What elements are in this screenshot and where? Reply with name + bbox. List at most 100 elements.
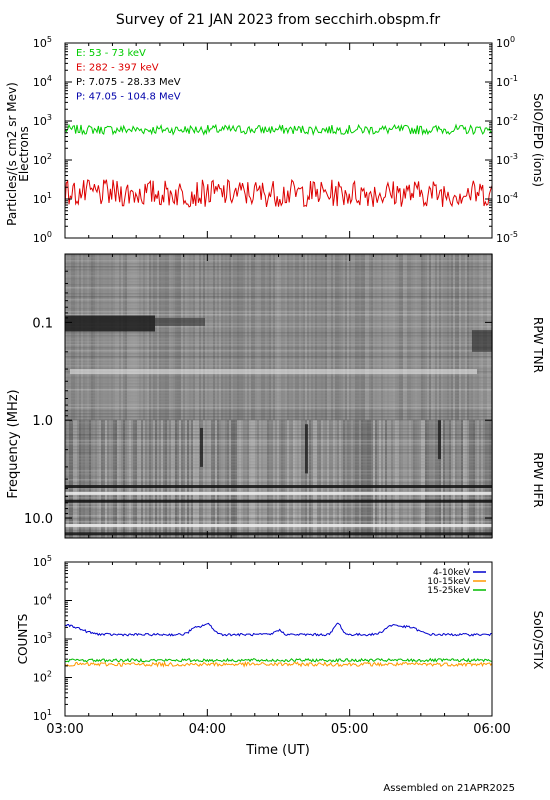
rpw-hfr-column — [423, 420, 425, 538]
rpw-hfr-column — [467, 420, 469, 538]
rpw-tnr-column — [395, 254, 397, 421]
rpw-hfr-column — [341, 420, 343, 538]
rpw-hfr-column — [249, 420, 251, 538]
rpw-tnr-column — [153, 254, 155, 421]
rpw-tnr-column — [239, 254, 241, 421]
rpw-hfr-column — [413, 420, 415, 538]
rpw-hfr-column — [195, 420, 197, 538]
rpw-row — [65, 521, 492, 523]
rpw-tnr-column — [107, 254, 109, 421]
rpw-hfr-column — [199, 420, 201, 538]
rpw-tnr-column — [333, 254, 335, 421]
rpw-tnr-column — [103, 254, 105, 421]
rpw-row — [65, 296, 492, 298]
rpw-tnr-column — [305, 254, 307, 421]
rpw-hfr-column — [355, 420, 357, 538]
rpw-tnr-column — [65, 254, 67, 421]
rpw-tnr-column — [143, 254, 145, 421]
rpw-tnr-column — [77, 254, 79, 421]
rpw-tnr-column — [349, 254, 351, 421]
rpw-hfr-column — [431, 420, 433, 538]
epd-ylabel-electrons: Electrons — [17, 126, 31, 181]
assembled-footer: Assembled on 21APR2025 — [383, 783, 515, 794]
rpw-row — [65, 314, 492, 316]
rpw-tnr-column — [427, 254, 429, 421]
rpw-hfr-column — [435, 420, 437, 538]
rpw-hfr-column — [191, 420, 193, 538]
stix-y-tick-label-2: 103 — [33, 631, 52, 646]
rpw-hfr-column — [245, 420, 247, 538]
rpw-row — [65, 350, 492, 352]
rpw-tnr-column — [85, 254, 87, 421]
rpw-tnr-column — [109, 254, 111, 421]
epd-panel: 100 101 102 103 104 105 100 10-1 10-2 10-3 10-4 10-… — [5, 35, 545, 245]
rpw-tnr-column — [391, 254, 393, 421]
rpw-tnr-column — [453, 254, 455, 421]
rpw-hfr-column — [321, 420, 323, 538]
rpw-tnr-column — [447, 254, 449, 421]
rpw-row — [65, 470, 492, 472]
rpw-tnr-column — [423, 254, 425, 421]
rpw-hfr-column — [175, 420, 177, 538]
rpw-hfr-column — [247, 420, 249, 538]
rpw-tnr-column — [229, 254, 231, 421]
rpw-tnr-column — [451, 254, 453, 421]
rpw-hfr-column — [489, 420, 491, 538]
rpw-hfr-band — [65, 491, 492, 495]
rpw-hfr-column — [317, 420, 319, 538]
rpw-hfr-column — [131, 420, 133, 538]
rpw-row — [65, 260, 492, 262]
rpw-row — [65, 512, 492, 514]
rpw-row — [65, 263, 492, 265]
rpw-tnr-column — [273, 254, 275, 421]
rpw-hfr-column — [207, 420, 209, 538]
rpw-tnr-column — [371, 254, 373, 421]
rpw-hfr-column — [89, 420, 91, 538]
rpw-tnr-column — [353, 254, 355, 421]
rpw-hfr-column — [433, 420, 435, 538]
rpw-row — [65, 422, 492, 424]
rpw-hfr-column — [459, 420, 461, 538]
rpw-tnr-column — [211, 254, 213, 421]
rpw-hfr-column — [143, 420, 145, 538]
rpw-hfr-column — [273, 420, 275, 538]
rpw-hfr-column — [215, 420, 217, 538]
rpw-hfr-column — [381, 420, 383, 538]
rpw-hfr-column — [121, 420, 123, 538]
epd-y-tick-label-3: 103 — [33, 113, 52, 128]
rpw-tnr-column — [311, 254, 313, 421]
rpw-tnr-column — [449, 254, 451, 421]
epd-y-tick-label-2: 102 — [33, 152, 52, 167]
rpw-tnr-column — [465, 254, 467, 421]
rpw-hfr-column — [117, 420, 119, 538]
rpw-hfr-band — [65, 499, 492, 503]
rpw-tnr-column — [407, 254, 409, 421]
rpw-hfr-column — [205, 420, 207, 538]
rpw-tnr-column — [291, 254, 293, 421]
rpw-tnr-column — [405, 254, 407, 421]
rpw-row — [65, 455, 492, 457]
rpw-tnr-column — [287, 254, 289, 421]
rpw-row — [65, 341, 492, 343]
rpw-hfr-column — [327, 420, 329, 538]
rpw-dark-band — [65, 315, 155, 332]
rpw-hfr-column — [389, 420, 391, 538]
rpw-hfr-column — [123, 420, 125, 538]
rpw-tnr-column — [133, 254, 135, 421]
rpw-tnr-column — [181, 254, 183, 421]
rpw-row — [65, 530, 492, 532]
stix-y-tick-label-4: 105 — [33, 554, 52, 569]
rpw-tnr-column — [209, 254, 211, 421]
rpw-tnr-column — [121, 254, 123, 421]
rpw-hfr-column — [379, 420, 381, 538]
rpw-tnr-column — [325, 254, 327, 421]
rpw-hfr-column — [241, 420, 243, 538]
rpw-tnr-column — [279, 254, 281, 421]
rpw-tnr-column — [463, 254, 465, 421]
rpw-y-tick-label-0: 0.1 — [32, 316, 53, 331]
rpw-row — [65, 308, 492, 310]
rpw-tnr-column — [417, 254, 419, 421]
rpw-hfr-column — [443, 420, 445, 538]
stix-legend-label-2: 15-25keV — [427, 586, 471, 596]
rpw-row — [65, 290, 492, 292]
